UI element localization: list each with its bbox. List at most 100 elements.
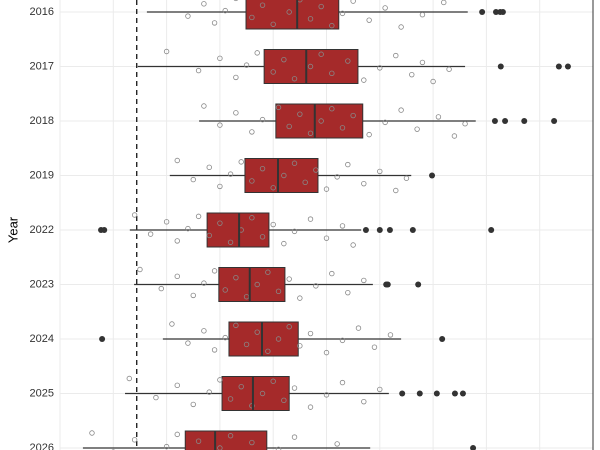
data-point xyxy=(238,383,244,390)
data-point xyxy=(409,71,415,78)
data-point xyxy=(318,51,324,57)
data-point xyxy=(371,344,378,350)
data-point xyxy=(265,348,271,354)
outlier xyxy=(521,118,528,124)
y-tick-label: 2026 xyxy=(30,442,54,450)
data-point xyxy=(211,268,218,274)
data-point xyxy=(195,67,202,74)
data-point xyxy=(414,126,420,132)
data-point xyxy=(329,70,335,77)
outlier xyxy=(555,63,562,70)
data-point xyxy=(318,3,324,10)
data-point xyxy=(259,2,266,8)
data-point xyxy=(307,130,314,136)
outlier xyxy=(433,390,440,397)
data-point xyxy=(275,446,282,450)
data-point xyxy=(329,270,335,277)
outlier xyxy=(99,336,106,342)
box xyxy=(221,376,290,411)
data-point xyxy=(275,336,282,342)
data-point xyxy=(195,213,202,220)
data-point xyxy=(313,167,319,173)
data-point xyxy=(211,20,218,26)
outlier xyxy=(497,63,504,70)
outlier xyxy=(551,118,558,124)
data-point xyxy=(254,329,260,335)
data-point xyxy=(174,157,180,164)
data-point xyxy=(249,439,255,446)
data-point xyxy=(281,172,287,179)
data-point xyxy=(217,55,223,62)
data-point xyxy=(291,160,298,166)
data-point xyxy=(451,133,458,139)
data-point xyxy=(222,287,228,293)
data-point xyxy=(462,121,468,127)
data-point xyxy=(137,266,143,273)
outlier xyxy=(459,390,466,397)
box xyxy=(218,267,286,302)
data-point xyxy=(323,392,330,398)
data-point xyxy=(430,78,436,85)
outlier xyxy=(492,9,499,15)
data-point xyxy=(291,434,298,440)
data-point xyxy=(275,288,282,295)
data-point xyxy=(206,232,212,239)
data-point xyxy=(259,116,266,123)
data-point xyxy=(307,404,314,410)
y-tick-label: 2022 xyxy=(30,224,54,236)
data-point xyxy=(270,185,276,191)
data-point xyxy=(398,107,404,113)
data-point xyxy=(217,445,223,450)
data-point xyxy=(227,239,234,245)
data-point xyxy=(291,228,298,235)
data-point xyxy=(393,52,399,59)
data-point xyxy=(243,62,250,68)
data-point xyxy=(275,104,282,111)
data-point xyxy=(131,212,138,218)
data-point xyxy=(286,9,292,15)
data-point xyxy=(366,17,372,23)
outlier xyxy=(384,281,391,288)
data-point xyxy=(217,377,223,383)
data-point xyxy=(382,5,388,11)
data-point xyxy=(334,174,340,180)
data-point xyxy=(329,106,335,112)
box xyxy=(184,430,268,450)
data-point xyxy=(403,175,410,181)
data-point xyxy=(243,341,250,348)
box xyxy=(228,321,299,357)
data-point xyxy=(323,349,330,356)
y-tick-label: 2017 xyxy=(30,60,54,72)
data-point xyxy=(329,22,335,29)
data-point xyxy=(361,398,367,405)
data-point xyxy=(350,0,356,4)
data-point xyxy=(307,63,314,70)
data-point xyxy=(254,50,260,56)
outlier xyxy=(429,172,436,179)
data-point xyxy=(163,219,170,225)
data-point xyxy=(265,269,271,275)
data-point xyxy=(233,110,239,116)
y-tick-label: 2019 xyxy=(30,169,54,181)
data-point xyxy=(201,328,207,334)
outlier xyxy=(470,445,477,450)
data-point xyxy=(227,433,234,439)
data-point xyxy=(361,180,367,187)
outlier xyxy=(451,390,458,397)
data-point xyxy=(393,187,399,194)
data-point xyxy=(297,0,303,3)
data-point xyxy=(286,123,292,130)
data-point xyxy=(339,337,346,344)
data-point xyxy=(233,322,239,329)
outlier xyxy=(386,227,393,233)
data-point xyxy=(163,48,170,55)
data-point xyxy=(217,220,223,226)
data-point xyxy=(297,111,303,117)
data-point xyxy=(233,0,239,2)
data-point xyxy=(345,161,351,168)
data-point xyxy=(217,122,223,128)
data-point xyxy=(334,441,340,447)
y-tick-label: 2018 xyxy=(30,115,54,127)
y-tick-label: 2025 xyxy=(30,387,54,399)
